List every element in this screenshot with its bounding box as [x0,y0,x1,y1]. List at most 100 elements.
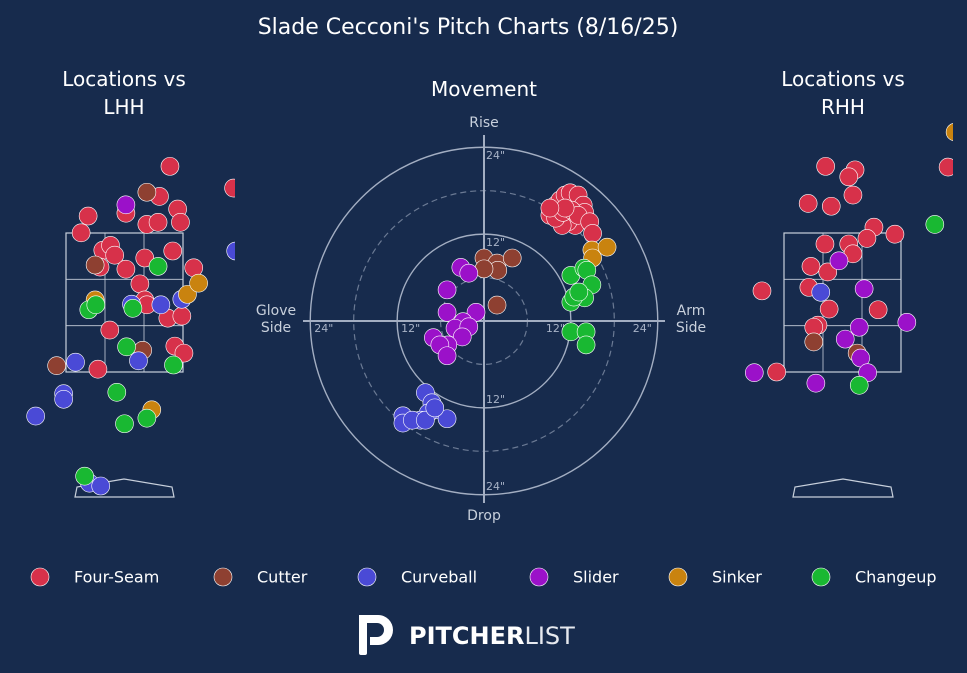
panel-title: Locations vs RHH [781,67,905,119]
pitch-point [172,306,192,326]
pitch-point [26,406,45,426]
pitch-point [819,299,839,319]
ring-label: 12" [401,322,420,335]
ring-label: 24" [314,322,333,335]
pitch-point [816,157,835,176]
pitch-point [78,206,98,226]
pitch-point [100,320,120,340]
pitch-point [105,245,125,265]
pitch-point [85,255,105,275]
pitch-point [835,329,855,349]
pitch-point [767,362,786,382]
pitch-point [123,299,143,318]
pitch-point [171,213,190,232]
pitch-point [945,123,953,142]
ring-label: 12" [486,393,505,406]
pitch-point [107,382,127,402]
legend-label: Changeup [855,568,937,587]
pitch-point [938,157,953,177]
pitch-point [71,223,91,243]
ring-label: 24" [486,480,505,493]
home-plate [74,478,175,498]
pitch-point [806,373,826,393]
pitch-point [116,195,136,215]
pitch-point [744,363,764,383]
pitch-point [91,476,111,496]
pitch-point [437,303,457,322]
pitch-point [189,273,208,293]
pitch-point [151,295,171,315]
legend-label: Cutter [257,568,308,587]
pitch-point [576,335,596,355]
pitch-point [459,263,479,283]
pitch-point [829,251,849,271]
pitch-point [849,317,869,337]
logo-icon [359,617,367,655]
pitch-point [815,234,835,254]
panel-rhh [744,123,953,395]
panel-lhh [26,157,235,496]
pitch-point [75,466,94,486]
pitch-point [47,356,66,376]
legend-swatch [529,567,549,587]
home-plate [792,478,894,498]
pitch-point [137,182,157,202]
logo: PITCHERLIST [359,615,575,655]
pitch-point [569,282,589,302]
pitch-point [148,257,168,276]
pitch-point [818,262,838,282]
pitch-point [502,248,522,268]
pitch-point [164,355,183,375]
ring-label: 12" [546,322,565,335]
pitch-point [178,285,197,304]
pitch-point [597,237,617,257]
axis-label: Arm Side [675,303,707,336]
pitch-point [163,241,183,261]
logo-text: PITCHERLIST [409,622,575,650]
strike-zone [783,232,902,373]
pitch-point [130,274,150,294]
pitch-point [174,343,194,363]
legend-swatch [357,567,377,587]
pitch-point [437,280,457,300]
legend-label: Slider [573,568,619,587]
axis-label: Glove Side [255,303,297,336]
legend-swatch [30,567,50,587]
axis-label: Drop [467,508,501,524]
pitch-point [54,389,73,409]
pitch-point [88,359,108,379]
pitch-point [849,375,869,395]
pitch-point [843,185,863,205]
pitch-point [452,327,472,347]
pitch-point [135,248,155,268]
pitch-point [811,282,831,302]
pitch-point [160,157,180,176]
legend-swatch [668,567,688,587]
panel-title: Movement [431,77,537,101]
pitch-point [801,257,821,276]
pitch-point [437,346,457,366]
legend-label: Four-Seam [74,568,159,587]
ring-label: 24" [486,149,505,162]
pitch-point [839,167,859,187]
pitch-point [148,213,168,232]
ring-label: 12" [486,236,505,249]
legend: Four-Seam Cutter Curveball Slider Sinker Chan… [30,567,937,587]
legend-label: Sinker [712,568,762,587]
pitch-point [437,409,457,429]
pitch-point [752,281,772,301]
pitch-point [129,351,148,371]
pitch-point [868,300,888,320]
pitch-point [804,332,824,352]
axis-label: Rise [469,115,499,131]
pitch-point [885,224,905,244]
pitch-point [897,313,917,332]
pitch-point [226,241,235,261]
pitch-point [117,337,136,357]
pitch-point [137,408,157,428]
pitch-point [425,398,445,418]
ring-label: 24" [633,322,652,335]
legend-label: Curveball [401,568,477,587]
